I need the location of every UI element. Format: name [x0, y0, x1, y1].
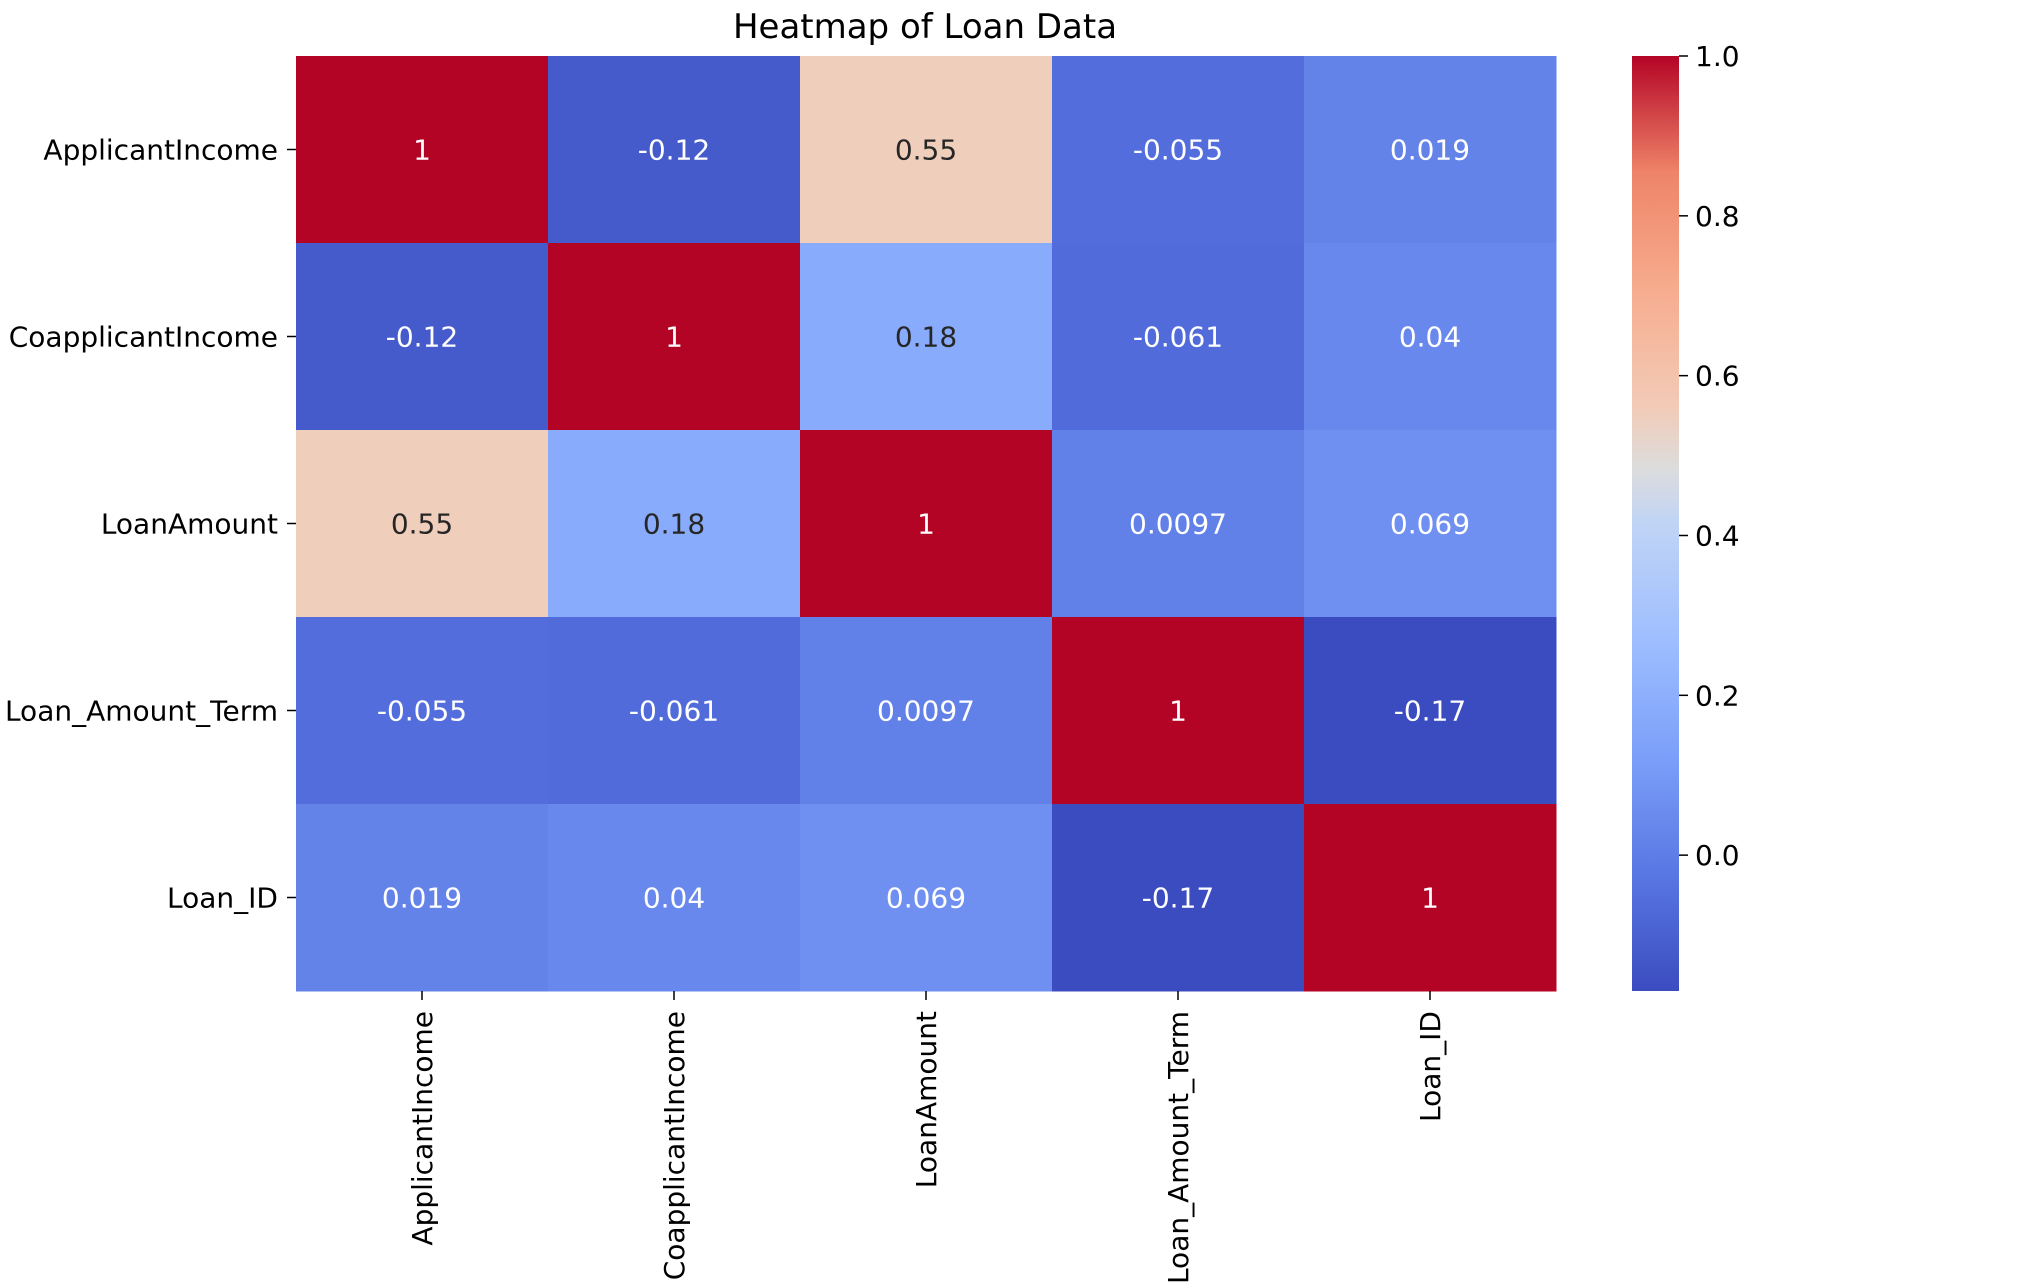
heatmap-cell: [296, 617, 549, 805]
heatmap-cell: [296, 243, 549, 431]
heatmap-cell-label: 0.019: [1390, 134, 1470, 167]
heatmap-cell: [1052, 617, 1305, 805]
heatmap-cell: [296, 430, 549, 618]
heatmap-cells: [296, 56, 1557, 992]
heatmap-cell-label: 0.0097: [1129, 508, 1227, 541]
colorbar-tick-label: 0.4: [1695, 519, 1740, 552]
heatmap-cell-label: 1: [917, 508, 935, 541]
heatmap-cell-label: 0.18: [895, 321, 957, 354]
colorbar-gradient: [1632, 56, 1679, 991]
colorbar-tick-label: 0.8: [1695, 200, 1740, 233]
heatmap-cell: [1052, 430, 1305, 618]
heatmap-cell: [1304, 430, 1557, 618]
heatmap-cell: [548, 617, 801, 805]
heatmap-cell-label: 1: [1421, 882, 1439, 915]
heatmap-cell-label: 0.04: [1399, 321, 1461, 354]
heatmap-cell-label: 1: [1169, 695, 1187, 728]
y-tick-label: CoapplicantIncome: [9, 321, 278, 354]
y-tick-label: LoanAmount: [101, 508, 278, 541]
heatmap-cell-label: -0.061: [1133, 321, 1223, 354]
heatmap-cell-label: 1: [413, 134, 431, 167]
heatmap-cell: [548, 243, 801, 431]
heatmap-cell-label: 0.069: [886, 882, 966, 915]
heatmap-cell: [800, 804, 1053, 992]
heatmap-cell-label: 0.18: [643, 508, 705, 541]
heatmap-cell: [800, 430, 1053, 618]
heatmap-cell-label: 0.069: [1390, 508, 1470, 541]
heatmap-cell: [548, 56, 801, 244]
x-axis: ApplicantIncome CoapplicantIncome LoanAmou…: [406, 991, 1447, 1284]
heatmap-cell: [1304, 56, 1557, 244]
colorbar-tick-label: 0.0: [1695, 839, 1740, 872]
heatmap-cell-labels: 1 -0.12 0.55 -0.055 0.019 -0.12 1 0.18 -0.061 0.0…: [377, 134, 1470, 915]
heatmap-cell: [800, 617, 1053, 805]
heatmap-cell-label: 0.0097: [877, 695, 975, 728]
heatmap-cell-label: -0.055: [377, 695, 467, 728]
heatmap-cell: [296, 56, 549, 244]
heatmap-cell: [1304, 243, 1557, 431]
heatmap-cell: [1304, 617, 1557, 805]
heatmap-cell-label: 0.04: [643, 882, 705, 915]
colorbar-tick-label: 0.2: [1695, 679, 1740, 712]
y-tick-label: ApplicantIncome: [43, 134, 278, 167]
heatmap-cell-label: 0.55: [391, 508, 453, 541]
heatmap-cell-label: -0.17: [1394, 695, 1466, 728]
y-tick-label: Loan_Amount_Term: [5, 695, 278, 728]
x-tick-label: LoanAmount: [910, 1011, 943, 1188]
heatmap-cell: [296, 804, 549, 992]
colorbar-ticks: 1.0 0.8 0.6 0.4 0.2 0.0: [1679, 40, 1740, 872]
y-tick-label: Loan_ID: [167, 882, 278, 915]
heatmap-cell-label: -0.12: [638, 134, 710, 167]
heatmap-cell: [1052, 243, 1305, 431]
colorbar-tick-label: 1.0: [1695, 40, 1740, 73]
heatmap-cell: [1304, 804, 1557, 992]
x-tick-label: CoapplicantIncome: [658, 1011, 691, 1280]
heatmap-cell: [1052, 56, 1305, 244]
chart-title: Heatmap of Loan Data: [733, 7, 1117, 47]
heatmap-cell-label: 1: [665, 321, 683, 354]
heatmap-cell: [548, 804, 801, 992]
heatmap-cell: [1052, 804, 1305, 992]
colorbar-tick-label: 0.6: [1695, 360, 1740, 393]
heatmap-cell-label: 0.019: [382, 882, 462, 915]
y-axis: ApplicantIncome CoapplicantIncome LoanAmou…: [5, 134, 296, 915]
x-tick-label: ApplicantIncome: [406, 1011, 439, 1246]
x-tick-label: Loan_Amount_Term: [1162, 1011, 1195, 1284]
heatmap-cell: [800, 243, 1053, 431]
heatmap-cell: [548, 430, 801, 618]
heatmap-cell-label: -0.12: [386, 321, 458, 354]
heatmap-cell: [800, 56, 1053, 244]
heatmap-cell-label: -0.055: [1133, 134, 1223, 167]
heatmap-cell-label: -0.061: [629, 695, 719, 728]
colorbar: 1.0 0.8 0.6 0.4 0.2 0.0: [1632, 40, 1740, 991]
heatmap-cell-label: -0.17: [1142, 882, 1214, 915]
x-tick-label: Loan_ID: [1414, 1011, 1447, 1122]
heatmap-cell-label: 0.55: [895, 134, 957, 167]
